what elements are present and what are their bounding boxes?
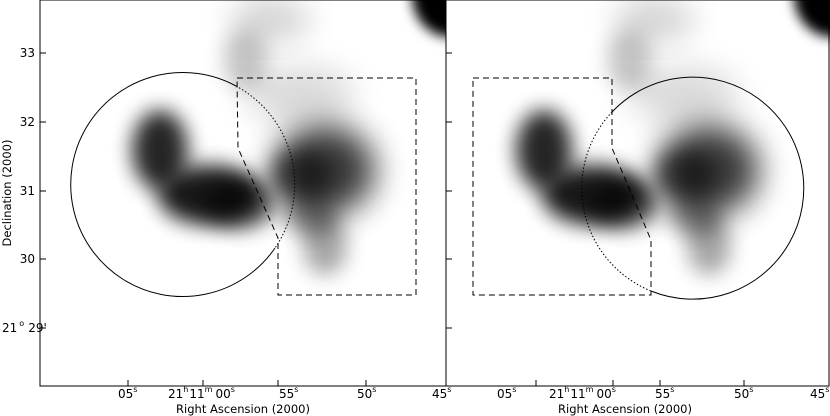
x-tick-45-right: 45s — [810, 385, 829, 401]
y-axis-title: Declination (2000) — [0, 140, 14, 247]
y-ticks — [40, 52, 452, 329]
right-region — [472, 77, 652, 296]
x-ticks — [127, 380, 745, 386]
plot-frame — [39, 0, 830, 387]
y-tick-label-30: 30 — [20, 252, 35, 266]
corner-blob-right — [794, 0, 830, 37]
left-region — [236, 77, 417, 296]
y-tick-label-32: 32 — [20, 115, 35, 129]
x-tick-211100-left: 21h11m 00s — [168, 385, 235, 401]
x-axis-title-left: Right Ascension (2000) — [176, 402, 310, 416]
x-tick-50-right: 50s — [734, 385, 753, 401]
x-tick-55-left: 55s — [279, 385, 298, 401]
x-axis-title-right: Right Ascension (2000) — [558, 402, 692, 416]
x-tick-05-left: 05s — [118, 385, 137, 401]
y-tick-label-33: 33 — [20, 46, 35, 60]
y-tick-label-29: 21 o 29' — [2, 319, 47, 335]
corner-blob — [412, 0, 446, 37]
right-circle — [611, 76, 805, 300]
left-circle — [70, 72, 276, 297]
x-tick-211100-right: 21h11m 00s — [549, 385, 616, 401]
left-panel — [70, 0, 446, 297]
left-circle-dotted — [235, 85, 296, 249]
x-tick-50-left: 50s — [357, 385, 376, 401]
x-tick-05-right: 05s — [497, 385, 516, 401]
x-tick-55-right: 55s — [655, 385, 674, 401]
right-panel — [472, 0, 830, 300]
x-tick-45-left: 45s — [432, 385, 451, 401]
y-tick-label-31: 31 — [20, 184, 35, 198]
